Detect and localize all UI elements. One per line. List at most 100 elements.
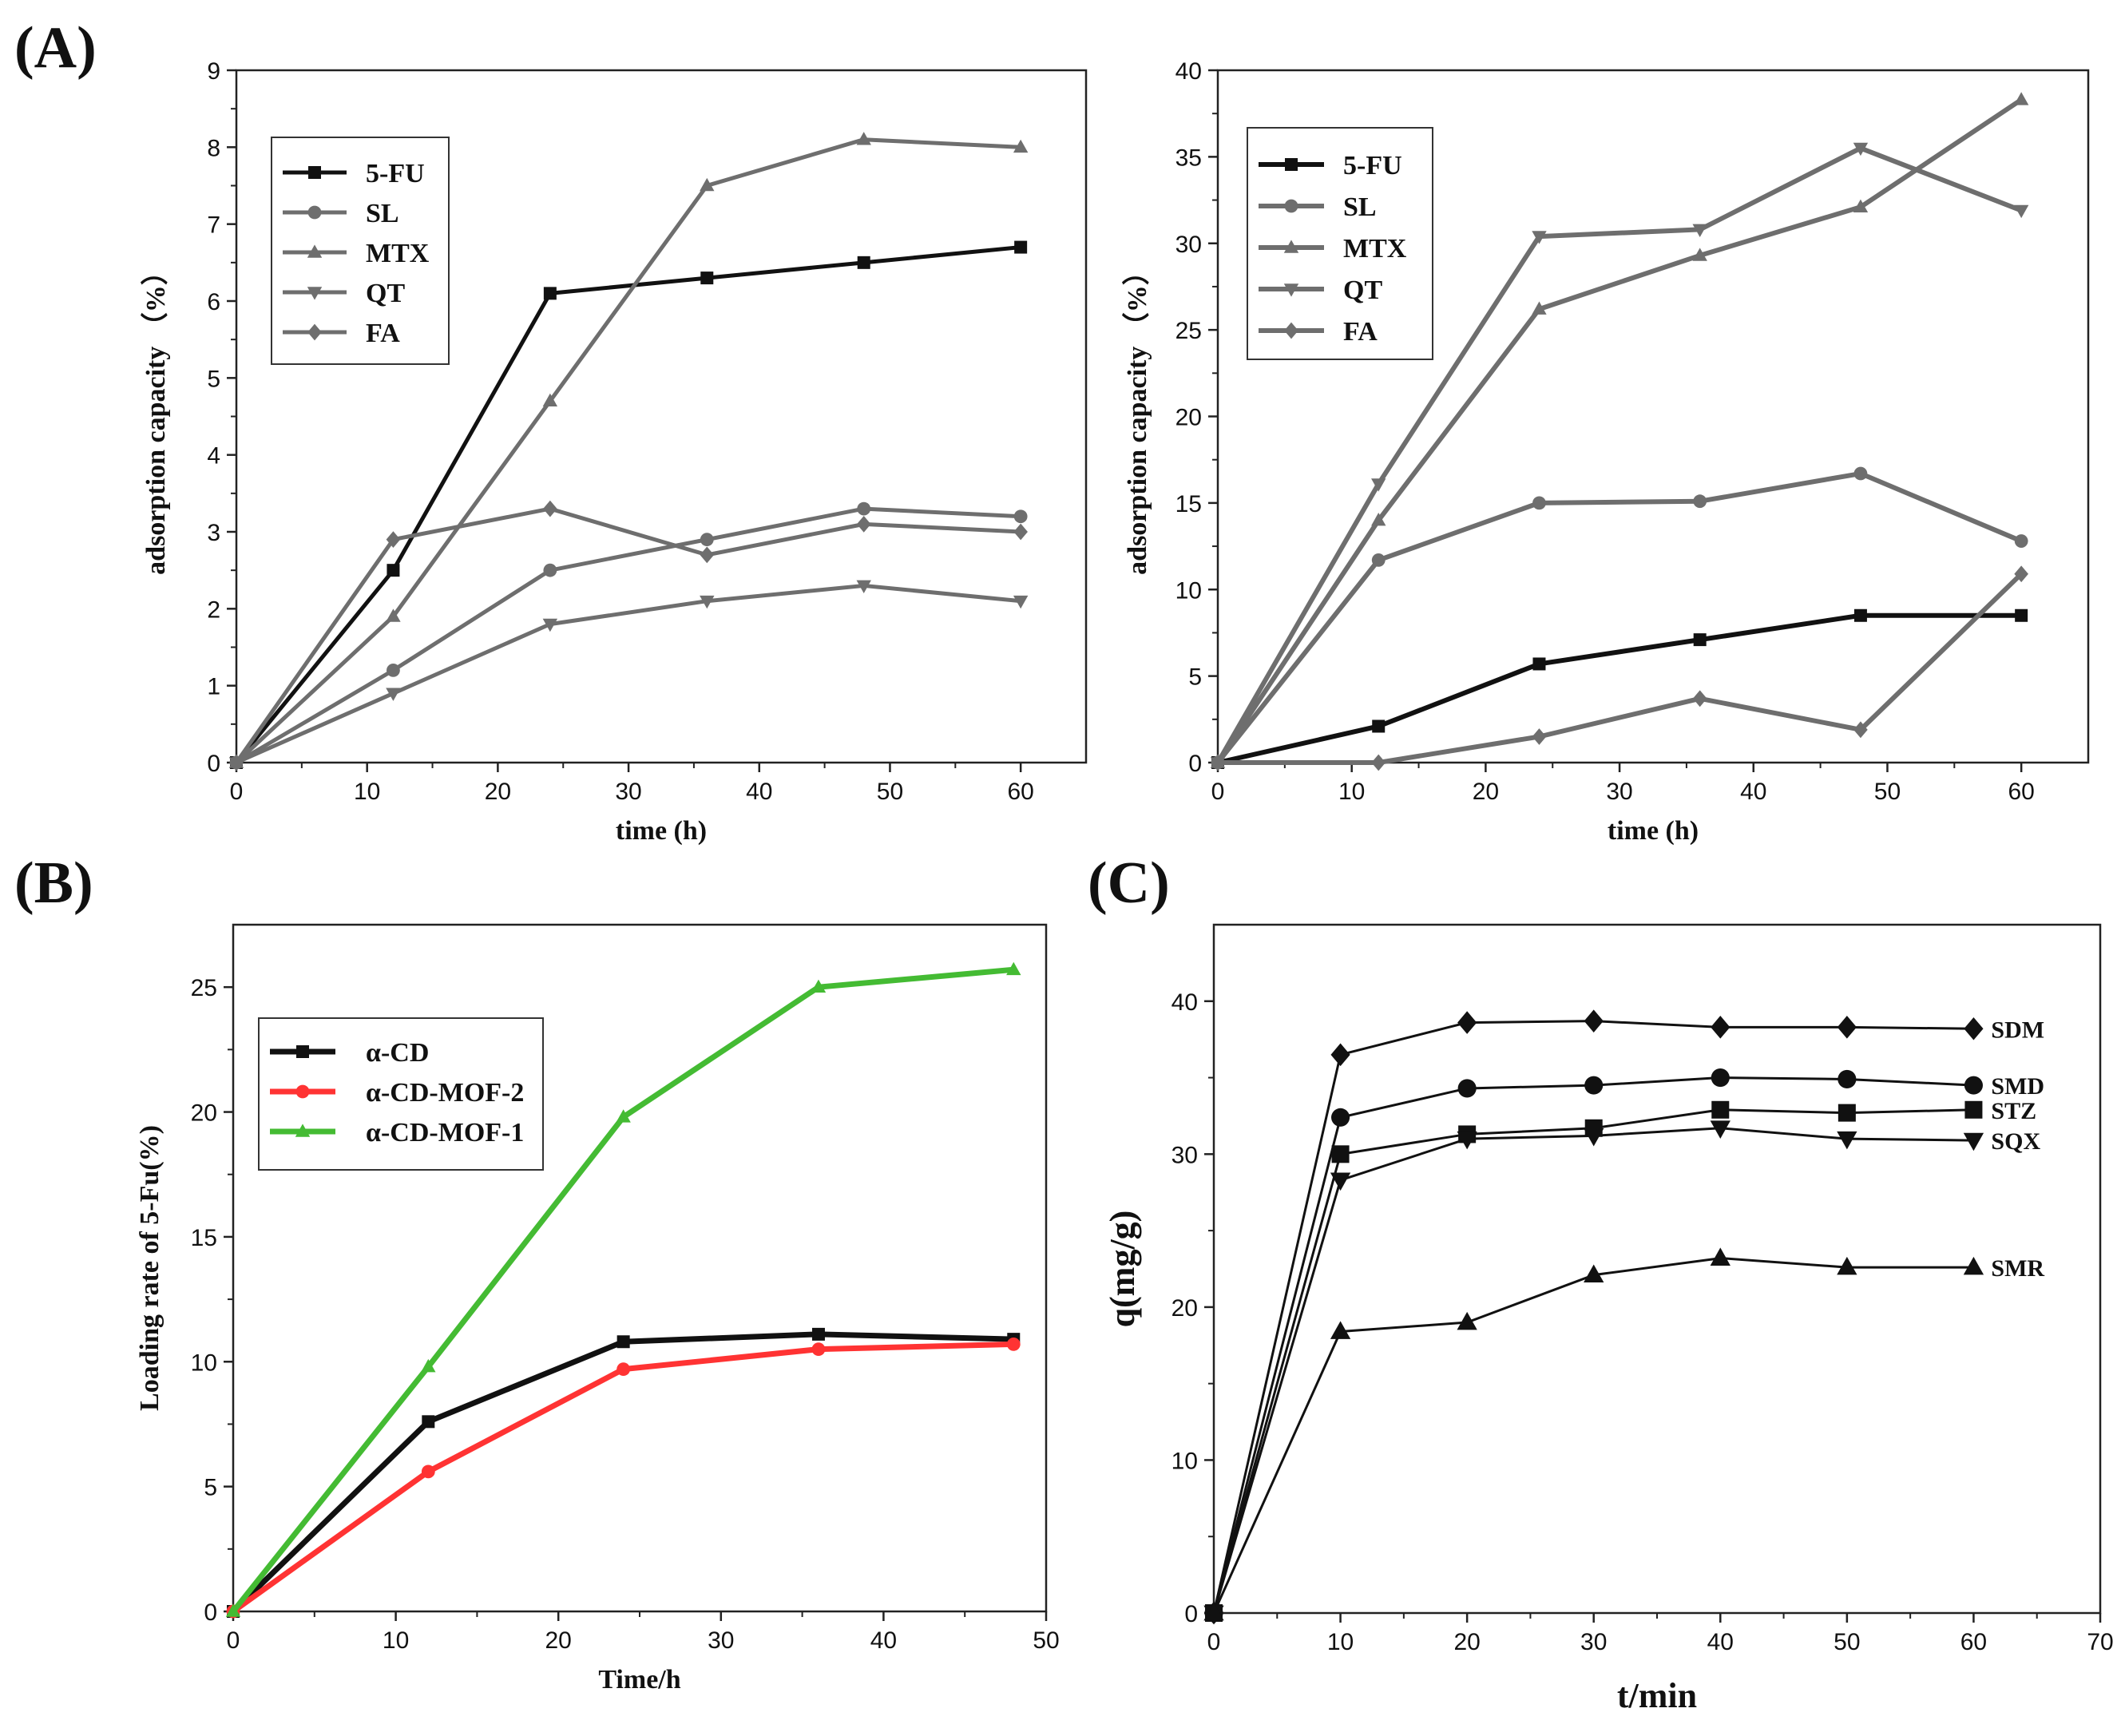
data-point (700, 533, 714, 547)
y-tick-label: 40 (1175, 58, 1202, 85)
data-point (1853, 142, 1869, 157)
legend-label: FA (1343, 317, 1378, 347)
legend-label: QT (366, 279, 405, 308)
legend-label: α-CD-MOF-1 (366, 1118, 524, 1147)
data-point (1838, 1069, 1857, 1089)
legend-marker (307, 323, 322, 341)
series-end-label: SMD (1991, 1073, 2044, 1100)
x-axis-label: t/min (1617, 1676, 1697, 1715)
y-tick-label: 35 (1175, 145, 1202, 171)
data-point (387, 564, 400, 577)
data-point (2015, 608, 2028, 622)
x-axis-ticks: 0 10 20 30 40 50 60 (230, 763, 1034, 805)
x-tick-label: 70 (2087, 1629, 2113, 1655)
series-line (1215, 145, 2023, 764)
chart-panel-b: 0 10 20 30 40 50 0 5 10 15 20 25 Time/h Loading rate … (135, 923, 1060, 1694)
y-tick-label: 9 (207, 58, 220, 85)
data-point (1014, 240, 1028, 254)
legend-marker (307, 205, 322, 220)
data-point (1371, 512, 1386, 526)
legend: α-CD α-CD-MOF-2 α-CD-MOF-1 (258, 1017, 544, 1171)
legend-label: MTX (1343, 234, 1407, 264)
data-point (616, 1109, 631, 1123)
data-point (1837, 1131, 1857, 1150)
data-point (386, 531, 401, 549)
data-point (856, 132, 871, 145)
x-tick-label: 40 (1740, 779, 1766, 805)
legend-label: SL (366, 199, 399, 228)
series-line (235, 506, 1021, 765)
data-point (811, 1342, 826, 1357)
x-tick-label: 30 (1606, 779, 1632, 805)
series-line (235, 245, 1021, 764)
data-point (421, 1358, 436, 1373)
series-line (234, 506, 1021, 764)
x-tick-label: 50 (1834, 1629, 1860, 1655)
y-tick-label: 25 (1175, 318, 1202, 344)
y-tick-label: 1 (207, 674, 220, 700)
data-point (1692, 224, 1707, 238)
data-point (1584, 1076, 1604, 1095)
data-point (1457, 1079, 1477, 1098)
data-point (1532, 728, 1547, 745)
y-axis-label: adsorption capacity （%） (1121, 258, 1152, 575)
x-tick-label: 50 (877, 779, 903, 805)
y-tick-label: 20 (1175, 405, 1202, 431)
data-point (1711, 1100, 1730, 1119)
data-point (225, 1603, 241, 1617)
data-point (857, 256, 870, 269)
y-tick-label: 15 (1175, 491, 1202, 517)
data-point (1853, 608, 1867, 622)
data-point (811, 1327, 825, 1341)
x-axis-label: time (h) (616, 816, 707, 846)
data-point (1964, 1076, 1983, 1095)
y-tick-label: 0 (1184, 1601, 1198, 1627)
y-tick-label: 7 (207, 212, 220, 239)
data-point (1692, 248, 1707, 261)
data-point (1711, 1016, 1730, 1039)
data-point (1964, 1017, 1984, 1040)
y-axis-ticks: 0 10 20 30 40 (1172, 989, 1214, 1627)
y-axis-ticks: 0 5 10 15 20 25 (191, 975, 233, 1626)
y-tick-label: 4 (207, 443, 220, 470)
x-axis-ticks: 0 10 20 30 40 50 60 70 (1207, 1613, 2114, 1655)
data-point (1330, 1321, 1351, 1339)
data-point (542, 618, 558, 632)
data-point (1710, 1247, 1730, 1266)
x-tick-label: 10 (1327, 1629, 1354, 1655)
y-tick-label: 30 (1175, 232, 1202, 258)
data-point (1013, 595, 1029, 609)
x-tick-label: 20 (1453, 1629, 1480, 1655)
x-tick-label: 60 (1960, 1629, 1987, 1655)
panel-label-b: (B) (14, 850, 93, 916)
data-point (1371, 754, 1386, 771)
legend-marker (1284, 199, 1298, 213)
panel-label-a: (A) (14, 15, 97, 81)
x-tick-label: 0 (1207, 1629, 1221, 1655)
data-point (856, 515, 871, 533)
data-point (856, 580, 871, 594)
legend-marker (1283, 283, 1299, 297)
y-tick-label: 5 (207, 366, 220, 392)
x-axis-label: time (h) (1608, 816, 1699, 846)
y-tick-label: 30 (1172, 1142, 1198, 1168)
data-point (1013, 509, 1028, 524)
series-sdm: SDM (1203, 1009, 2044, 1625)
data-point (386, 688, 401, 701)
y-tick-label: 40 (1172, 989, 1198, 1016)
data-point (1838, 1104, 1856, 1122)
chart-panel-c: 0 10 20 30 40 50 60 70 0 10 20 30 40 t/min q(mg/g) SDM S… (1103, 923, 2114, 1715)
x-axis-label: Time/h (598, 1665, 680, 1694)
data-point (1203, 1602, 1224, 1621)
data-point (1330, 1043, 1350, 1067)
series-line (235, 583, 1021, 765)
data-point (2013, 204, 2029, 219)
series-end-label: STZ (1991, 1098, 2036, 1124)
data-point (1532, 301, 1547, 315)
series-fa (1211, 565, 2028, 771)
data-point (1584, 1009, 1604, 1032)
series-line (1215, 471, 2023, 764)
x-tick-label: 40 (746, 779, 772, 805)
y-axis-ticks: 0 5 10 15 20 25 30 35 40 (1175, 58, 1218, 777)
y-tick-label: 5 (1188, 664, 1202, 691)
